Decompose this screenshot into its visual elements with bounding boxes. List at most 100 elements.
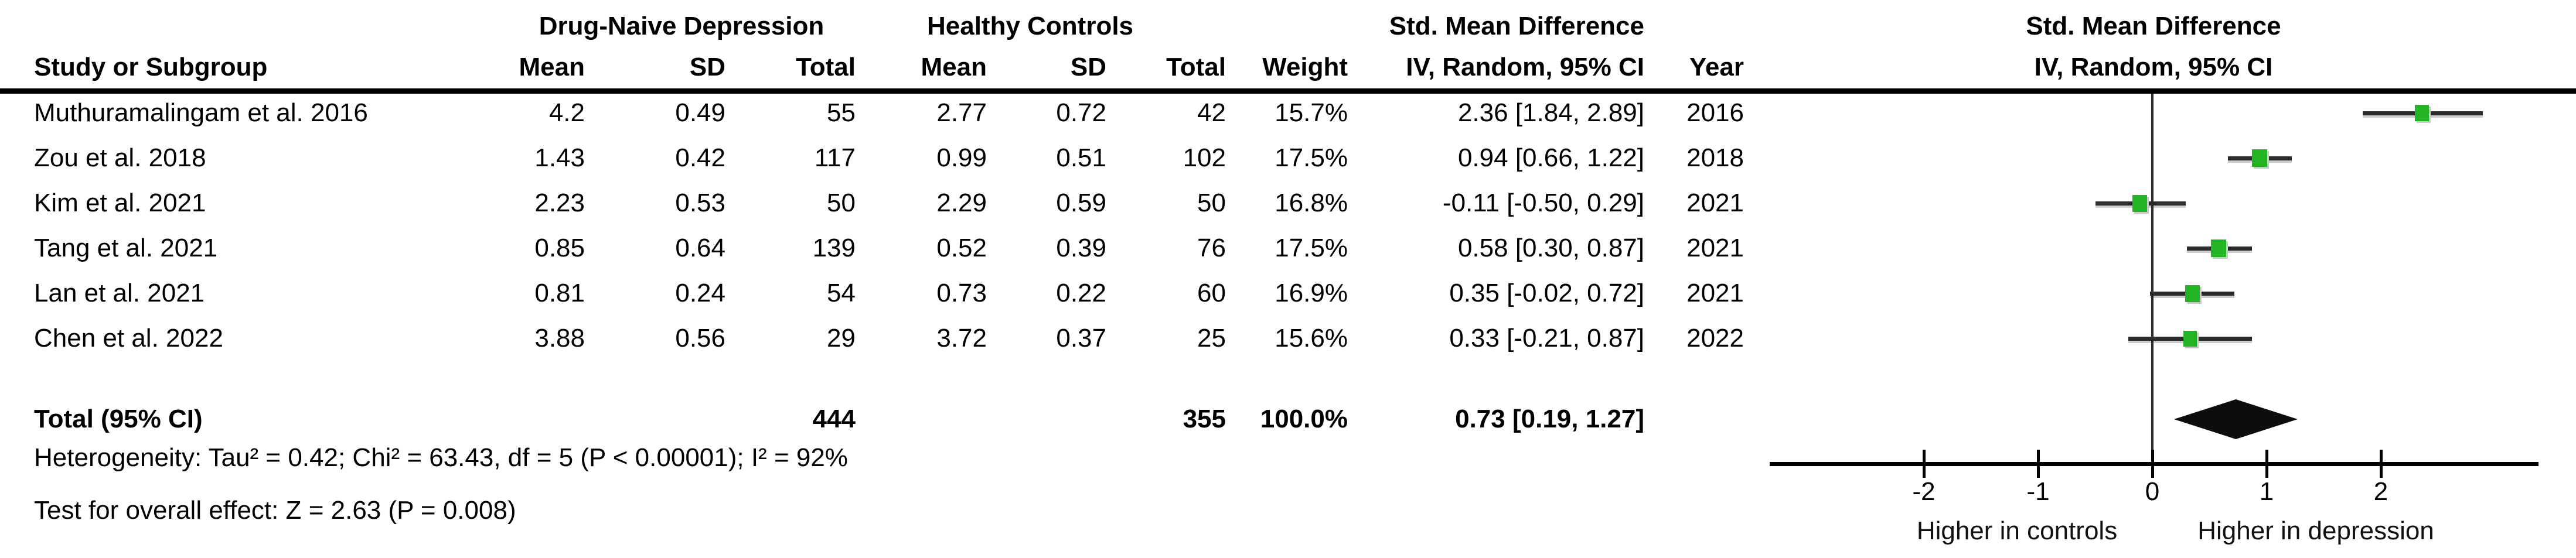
cell-weight: 17.5% bbox=[1275, 143, 1348, 172]
cell-year: 2022 bbox=[1686, 324, 1744, 352]
cell-ci_text: 0.58 [0.30, 0.87] bbox=[1457, 234, 1644, 262]
axis-tick-label: 2 bbox=[2373, 477, 2388, 506]
cell-ci_text: 0.35 [-0.02, 0.72] bbox=[1449, 279, 1644, 307]
cell-year: 2021 bbox=[1686, 189, 1744, 217]
cell-mean2: 2.77 bbox=[936, 98, 987, 127]
cell-sd2: 0.59 bbox=[1056, 189, 1106, 217]
cell-ci_text: 0.94 [0.66, 1.22] bbox=[1457, 143, 1644, 172]
smd-column-header: Std. Mean Difference bbox=[1389, 12, 1644, 40]
heterogeneity-note: Heterogeneity: Tau² = 0.42; Chi² = 63.43… bbox=[34, 443, 848, 472]
cell-mean1: 4.2 bbox=[548, 98, 585, 127]
cell-year: 2016 bbox=[1686, 98, 1744, 127]
cell-total1: 50 bbox=[827, 189, 856, 217]
total-row-total2: 355 bbox=[1183, 405, 1226, 433]
cell-mean2: 2.29 bbox=[936, 189, 987, 217]
axis-tick-label: 1 bbox=[2259, 477, 2274, 506]
cell-total1: 54 bbox=[827, 279, 856, 307]
total-row-weight: 100.0% bbox=[1260, 405, 1348, 433]
cell-weight: 16.8% bbox=[1275, 189, 1348, 217]
effect-size-marker bbox=[2185, 285, 2200, 302]
cell-sd2: 0.37 bbox=[1056, 324, 1106, 352]
cell-total2: 42 bbox=[1197, 98, 1226, 127]
cell-weight: 15.7% bbox=[1275, 98, 1348, 127]
axis-left-direction-label: Higher in controls bbox=[1916, 516, 2118, 545]
study-column-header: Study or Subgroup bbox=[34, 53, 268, 81]
year-column-header: Year bbox=[1689, 53, 1744, 81]
axis-tick-mark bbox=[2151, 450, 2154, 478]
axis-tick-label: -2 bbox=[1912, 477, 1936, 506]
cell-sd1: 0.53 bbox=[675, 189, 725, 217]
method-column-header: IV, Random, 95% CI bbox=[1406, 53, 1644, 81]
effect-size-marker bbox=[2183, 331, 2197, 347]
cell-total2: 102 bbox=[1183, 143, 1226, 172]
study-name: Tang et al. 2021 bbox=[34, 234, 218, 262]
cell-sd1: 0.24 bbox=[675, 279, 725, 307]
x-axis-line bbox=[1770, 462, 2538, 466]
cell-sd2: 0.22 bbox=[1056, 279, 1106, 307]
cell-year: 2018 bbox=[1686, 143, 1744, 172]
cell-sd2: 0.72 bbox=[1056, 98, 1106, 127]
axis-right-direction-label: Higher in depression bbox=[2197, 516, 2434, 545]
study-name: Muthuramalingam et al. 2016 bbox=[34, 98, 368, 127]
cell-mean1: 2.23 bbox=[534, 189, 585, 217]
cell-total2: 50 bbox=[1197, 189, 1226, 217]
cell-total2: 60 bbox=[1197, 279, 1226, 307]
plot-smd-header: Std. Mean Difference bbox=[2026, 12, 2281, 40]
cell-ci_text: 0.33 [-0.21, 0.87] bbox=[1449, 324, 1644, 352]
cell-mean1: 0.81 bbox=[534, 279, 585, 307]
study-name: Chen et al. 2022 bbox=[34, 324, 223, 352]
total1-column-header: Total bbox=[796, 53, 856, 81]
study-name: Zou et al. 2018 bbox=[34, 143, 206, 172]
cell-mean2: 0.99 bbox=[936, 143, 987, 172]
group1-header: Drug-Naive Depression bbox=[539, 12, 824, 40]
cell-ci_text: -0.11 [-0.50, 0.29] bbox=[1442, 189, 1644, 217]
header-divider-rule bbox=[0, 88, 2576, 94]
zero-reference-line bbox=[2151, 94, 2154, 466]
total-row-total1: 444 bbox=[812, 405, 856, 433]
cell-sd1: 0.64 bbox=[675, 234, 725, 262]
effect-size-marker bbox=[2415, 105, 2429, 121]
cell-sd1: 0.56 bbox=[675, 324, 725, 352]
sd2-column-header: SD bbox=[1070, 53, 1106, 81]
plot-method-header: IV, Random, 95% CI bbox=[2034, 53, 2273, 81]
mean1-column-header: Mean bbox=[519, 53, 585, 81]
mean2-column-header: Mean bbox=[921, 53, 987, 81]
cell-total1: 29 bbox=[827, 324, 856, 352]
cell-sd2: 0.51 bbox=[1056, 143, 1106, 172]
cell-sd1: 0.49 bbox=[675, 98, 725, 127]
cell-total1: 139 bbox=[812, 234, 856, 262]
cell-mean2: 0.73 bbox=[936, 279, 987, 307]
cell-mean1: 1.43 bbox=[534, 143, 585, 172]
cell-weight: 17.5% bbox=[1275, 234, 1348, 262]
axis-tick-mark bbox=[2265, 450, 2268, 478]
cell-weight: 15.6% bbox=[1275, 324, 1348, 352]
effect-size-marker bbox=[2252, 149, 2267, 167]
cell-mean2: 3.72 bbox=[936, 324, 987, 352]
axis-tick-mark bbox=[2037, 450, 2040, 478]
cell-mean2: 0.52 bbox=[936, 234, 987, 262]
axis-tick-label: -1 bbox=[2026, 477, 2050, 506]
axis-tick-mark bbox=[1923, 450, 1926, 478]
cell-mean1: 3.88 bbox=[534, 324, 585, 352]
overall-effect-note: Test for overall effect: Z = 2.63 (P = 0… bbox=[34, 496, 516, 525]
effect-size-marker bbox=[2132, 195, 2147, 212]
cell-weight: 16.9% bbox=[1275, 279, 1348, 307]
group2-header: Healthy Controls bbox=[926, 12, 1134, 40]
cell-year: 2021 bbox=[1686, 279, 1744, 307]
study-name: Lan et al. 2021 bbox=[34, 279, 205, 307]
cell-year: 2021 bbox=[1686, 234, 1744, 262]
pooled-effect-diamond bbox=[2174, 399, 2298, 439]
cell-total2: 76 bbox=[1197, 234, 1226, 262]
effect-size-marker bbox=[2211, 239, 2226, 257]
cell-total1: 55 bbox=[827, 98, 856, 127]
total-row-ci: 0.73 [0.19, 1.27] bbox=[1455, 405, 1644, 433]
cell-sd2: 0.39 bbox=[1056, 234, 1106, 262]
cell-mean1: 0.85 bbox=[534, 234, 585, 262]
cell-sd1: 0.42 bbox=[675, 143, 725, 172]
total-row-label: Total (95% CI) bbox=[34, 405, 203, 433]
axis-tick-mark bbox=[2380, 450, 2383, 478]
sd1-column-header: SD bbox=[689, 53, 725, 81]
weight-column-header: Weight bbox=[1262, 53, 1348, 81]
total2-column-header: Total bbox=[1166, 53, 1226, 81]
